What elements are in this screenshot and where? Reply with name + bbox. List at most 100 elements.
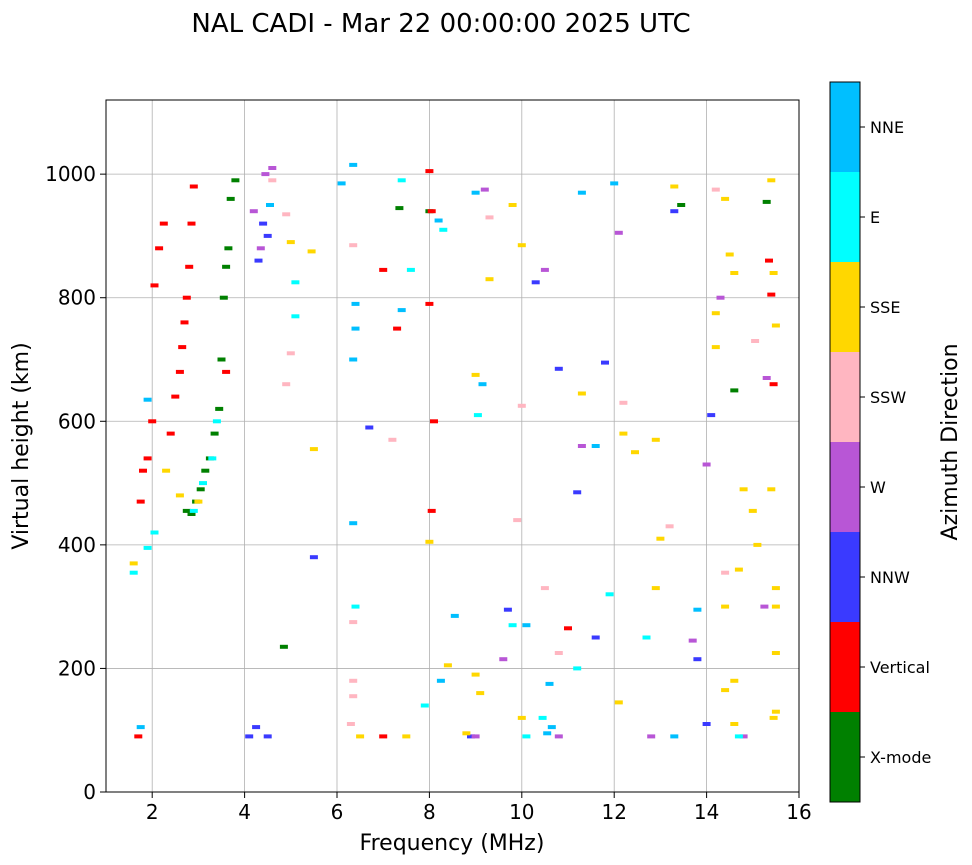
point-x-mode	[201, 468, 210, 473]
point-e	[351, 604, 360, 609]
colorbar-segment	[830, 82, 860, 172]
point-sse	[356, 734, 365, 739]
point-w	[760, 604, 769, 609]
colorbar: X-mode Vertical NNW W SSW SSE E NNE	[830, 82, 931, 802]
point-sse	[670, 184, 679, 189]
point-nnw	[467, 734, 475, 739]
point-sse	[471, 672, 480, 677]
point-nnw	[693, 657, 702, 662]
point-nne	[136, 725, 145, 730]
point-ssw	[282, 382, 291, 387]
point-sse	[769, 271, 778, 275]
point-ssw	[619, 400, 628, 405]
point-nne	[591, 444, 600, 448]
point-vertical	[143, 456, 152, 461]
point-nne	[351, 326, 360, 331]
point-e	[291, 280, 300, 285]
point-sse	[771, 651, 780, 655]
point-sse	[651, 437, 660, 442]
point-vertical	[150, 283, 159, 288]
point-x-mode	[219, 295, 228, 300]
point-w	[499, 657, 508, 662]
x-tick-label: 6	[331, 800, 344, 824]
colorbar-tick-label: NNW	[870, 568, 910, 587]
point-e	[406, 267, 415, 272]
colorbar-segment	[830, 172, 860, 262]
point-w	[702, 462, 711, 467]
point-sse	[767, 178, 776, 183]
point-nne	[693, 607, 702, 612]
point-nnw	[263, 734, 272, 739]
point-nnw	[245, 734, 254, 739]
colorbar-tick-label: Vertical	[870, 658, 930, 677]
point-sse	[769, 715, 778, 720]
point-sse	[619, 431, 628, 436]
point-vertical	[166, 431, 175, 436]
point-vertical	[185, 264, 194, 269]
point-nne	[397, 308, 406, 313]
point-w	[554, 734, 563, 739]
point-nnw	[259, 221, 268, 226]
point-vertical	[139, 468, 147, 473]
colorbar-tick-label: SSW	[870, 388, 906, 407]
point-nnw	[503, 607, 512, 612]
point-nne	[471, 190, 480, 195]
point-sse	[194, 499, 203, 504]
point-w	[256, 246, 265, 251]
point-vertical	[425, 169, 434, 174]
point-sse	[767, 487, 776, 492]
point-vertical	[178, 345, 187, 350]
point-x-mode	[730, 388, 739, 393]
point-e	[150, 530, 159, 535]
grid	[106, 100, 800, 793]
point-nnw	[254, 258, 263, 263]
point-ssw	[349, 678, 358, 683]
x-axis-ticks: 2 4 6 8 10 12 14 16	[146, 792, 812, 824]
point-nne	[434, 218, 443, 223]
point-sse	[730, 678, 739, 683]
point-w	[471, 734, 480, 739]
point-vertical	[175, 369, 184, 374]
point-w	[688, 638, 697, 643]
point-sse	[771, 586, 780, 591]
x-tick-label: 8	[423, 800, 436, 824]
point-sse	[651, 586, 660, 591]
point-nne	[450, 613, 459, 618]
point-x-mode	[226, 196, 235, 201]
point-e	[508, 623, 517, 628]
point-nne	[577, 190, 586, 195]
point-x-mode	[210, 431, 219, 436]
point-vertical	[427, 209, 436, 214]
point-ssw	[349, 694, 358, 699]
x-tick-label: 4	[238, 800, 251, 824]
point-e	[642, 635, 651, 640]
point-w	[249, 209, 258, 214]
point-nne	[522, 623, 531, 628]
point-sse	[656, 536, 665, 541]
x-tick-label: 12	[601, 800, 626, 824]
point-sse	[517, 715, 526, 720]
point-w	[614, 230, 623, 235]
point-w	[268, 166, 277, 170]
point-nnw	[707, 413, 716, 418]
point-vertical	[180, 320, 189, 325]
point-x-mode	[217, 357, 226, 362]
point-vertical	[189, 184, 198, 189]
point-vertical	[564, 626, 572, 631]
point-sse	[517, 243, 526, 248]
point-nne	[478, 382, 487, 387]
colorbar-tick-label: W	[870, 478, 886, 497]
point-x-mode	[222, 264, 231, 269]
point-nnw	[365, 425, 374, 430]
point-sse	[771, 323, 780, 328]
point-e	[208, 456, 217, 461]
x-tick-label: 10	[509, 800, 534, 824]
point-vertical	[430, 419, 438, 424]
point-x-mode	[187, 512, 196, 516]
point-x-mode	[279, 644, 288, 649]
y-tick-label: 800	[58, 286, 96, 310]
chart-title: NAL CADI - Mar 22 00:00:00 2025 UTC	[191, 9, 690, 39]
point-sse	[309, 447, 318, 452]
point-w	[739, 734, 748, 739]
